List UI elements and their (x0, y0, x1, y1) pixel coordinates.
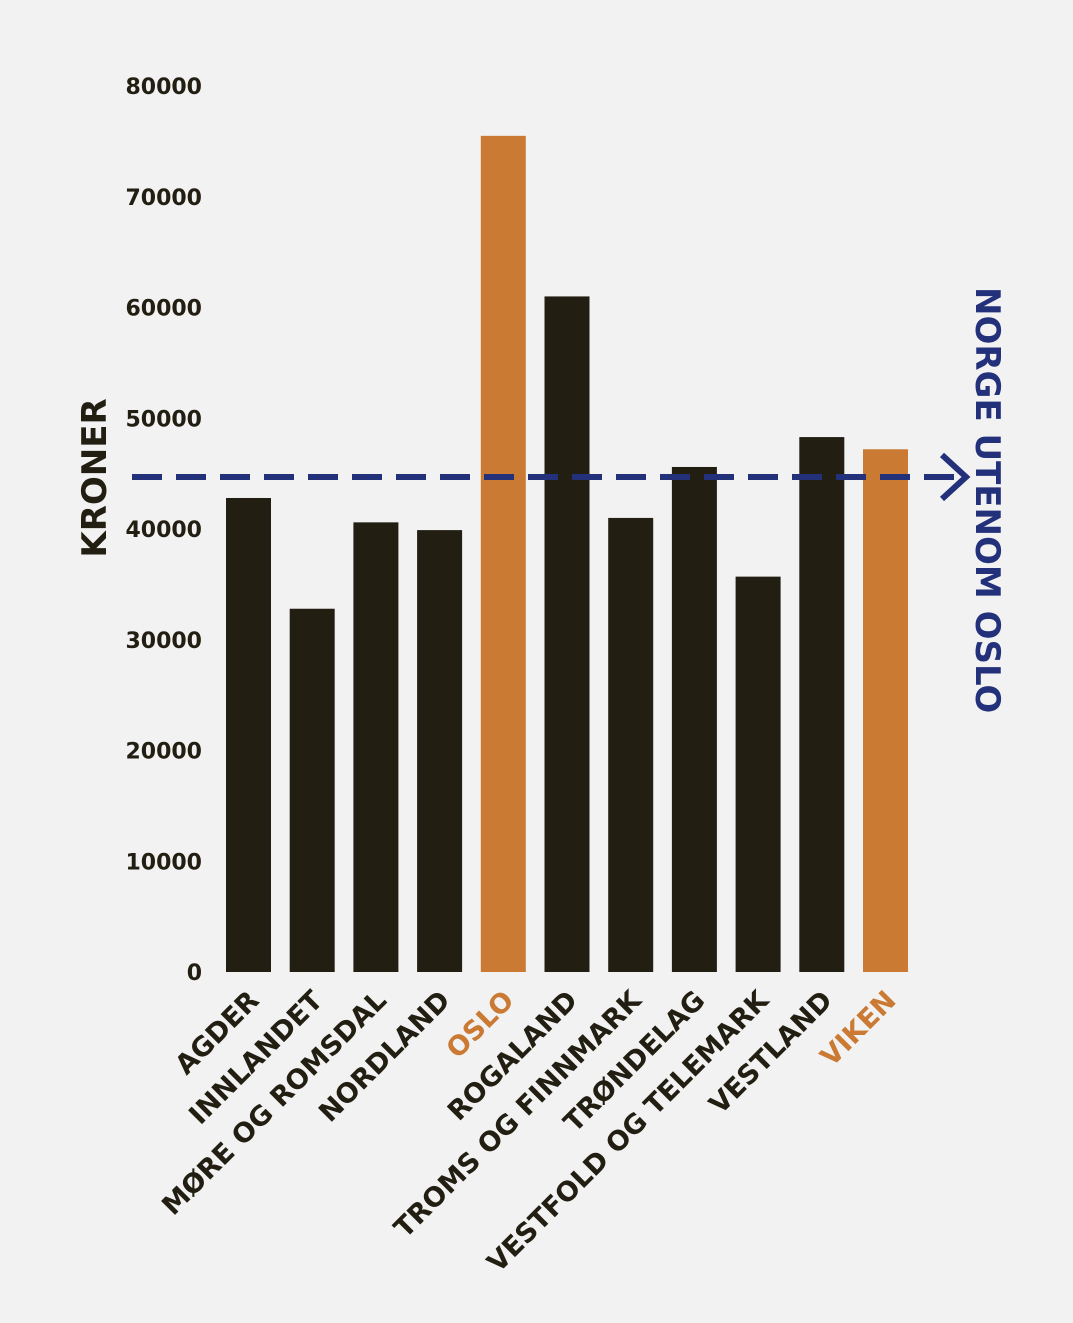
y-tick-label: 80000 (125, 75, 202, 100)
y-tick-label: 40000 (125, 518, 202, 543)
bar (226, 497, 271, 972)
y-tick-label: 70000 (125, 186, 202, 211)
bar (671, 466, 717, 972)
bar (417, 530, 463, 972)
bar (353, 522, 399, 972)
reference-line-label: NORGE UTENOM OSLO (967, 287, 1007, 713)
y-axis-label: KRONER (75, 398, 115, 557)
bar (544, 296, 590, 972)
y-tick-label: 60000 (125, 297, 202, 322)
bars (226, 135, 908, 972)
bar (608, 517, 654, 972)
reference-arrowhead (939, 452, 971, 502)
y-tick-label: 0 (187, 961, 202, 986)
reference-line (132, 452, 971, 502)
y-tick-label: 50000 (125, 407, 202, 432)
bar (735, 576, 781, 972)
bar (863, 449, 908, 972)
bar (480, 135, 526, 972)
bar (799, 437, 845, 972)
y-tick-label: 20000 (125, 740, 202, 765)
bar (289, 608, 335, 972)
y-tick-label: 10000 (125, 850, 202, 875)
y-tick-label: 30000 (125, 629, 202, 654)
y-axis-ticks: 0 10000 20000 30000 40000 50000 60000 70000 8000… (125, 75, 202, 986)
